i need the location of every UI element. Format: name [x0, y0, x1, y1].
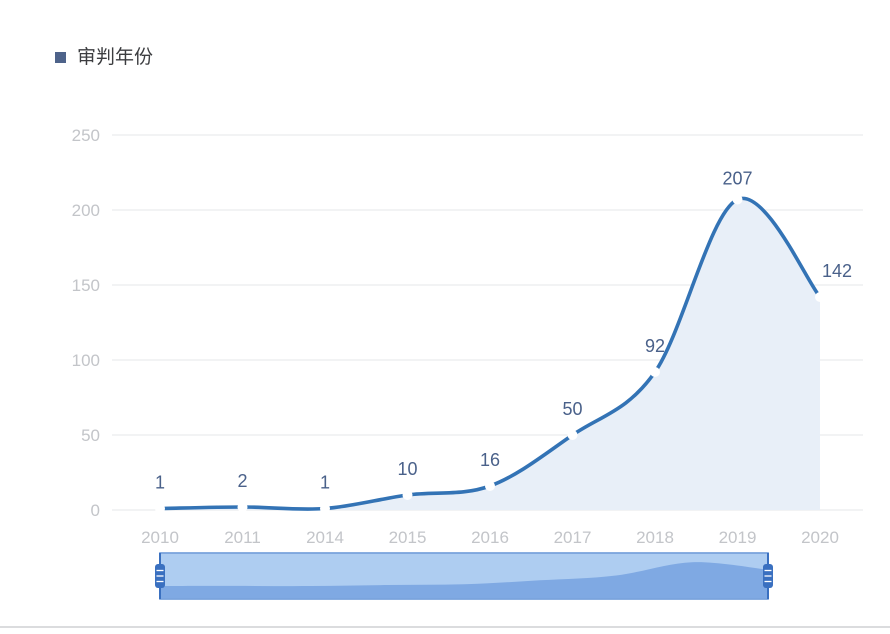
- data-zoom-slider[interactable]: [155, 552, 773, 600]
- series-area-fill: [160, 198, 820, 510]
- data-point-value-label: 16: [480, 450, 500, 470]
- x-axis-labels: 2010 2011 2014 2015 2016 2017 2018 2019 2020: [141, 528, 839, 547]
- y-tick-label: 200: [72, 201, 100, 220]
- data-point-value-label: 1: [320, 473, 330, 493]
- data-point-gap: [567, 430, 578, 440]
- data-point-value-label: 10: [397, 459, 417, 479]
- x-tick-label: 2014: [306, 528, 344, 547]
- series-line: [158, 196, 822, 511]
- data-point-value-label: 207: [722, 169, 752, 189]
- data-point-gap: [650, 367, 660, 377]
- legend-label: 审判年份: [77, 47, 154, 68]
- data-point-gap: [485, 481, 495, 491]
- y-tick-label: 0: [91, 501, 100, 520]
- data-point-gap: [732, 194, 743, 205]
- data-point-gap: [155, 503, 165, 514]
- x-tick-label: 2015: [389, 528, 427, 547]
- data-point-value-label: 1: [155, 473, 165, 493]
- y-axis-labels: 0 50 100 150 200 250: [72, 126, 100, 520]
- y-tick-label: 100: [72, 351, 100, 370]
- data-point-value-label: 92: [645, 336, 665, 356]
- data-point-gap: [402, 490, 413, 500]
- legend-marker-icon: [55, 52, 66, 63]
- data-point-gap: [815, 292, 825, 302]
- x-tick-label: 2016: [471, 528, 509, 547]
- data-point-value-label: 142: [822, 261, 852, 281]
- data-point-value-label: 50: [562, 399, 582, 419]
- data-zoom-left-handle[interactable]: [155, 553, 165, 599]
- data-zoom-right-handle[interactable]: [763, 553, 773, 599]
- x-tick-label: 2010: [141, 528, 179, 547]
- x-tick-label: 2011: [224, 528, 261, 547]
- x-tick-label: 2017: [554, 528, 592, 547]
- data-zoom-profile: [160, 562, 768, 599]
- data-point-markers: [155, 194, 825, 514]
- legend-item-trial-year[interactable]: 审判年份: [55, 48, 153, 67]
- data-point-gap: [237, 502, 248, 512]
- y-tick-label: 150: [72, 276, 100, 295]
- data-point-labels: 1 2 1 10 16 50 92 207 142: [155, 169, 852, 493]
- x-tick-label: 2019: [719, 528, 757, 547]
- x-tick-label: 2020: [801, 528, 839, 547]
- y-tick-label: 50: [81, 426, 100, 445]
- data-point-gap: [320, 503, 330, 514]
- y-tick-label: 250: [72, 126, 100, 145]
- bottom-divider: [0, 626, 890, 628]
- x-tick-label: 2018: [636, 528, 674, 547]
- data-point-value-label: 2: [237, 471, 247, 491]
